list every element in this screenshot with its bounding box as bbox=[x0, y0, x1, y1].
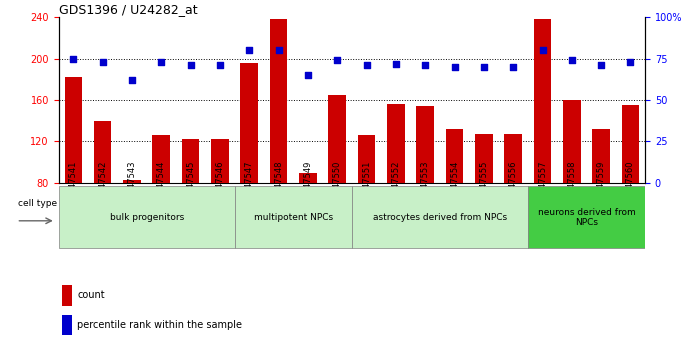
Point bbox=[508, 64, 519, 70]
Point bbox=[302, 72, 313, 78]
Bar bbox=[534, 19, 551, 266]
Text: GSM47557: GSM47557 bbox=[538, 160, 547, 206]
Text: count: count bbox=[77, 290, 105, 300]
Bar bbox=[417, 106, 434, 266]
Bar bbox=[358, 135, 375, 266]
Point bbox=[97, 59, 108, 65]
Bar bbox=[61, 315, 72, 335]
Bar bbox=[211, 139, 229, 266]
Text: GSM47554: GSM47554 bbox=[450, 160, 459, 206]
Text: multipotent NPCs: multipotent NPCs bbox=[254, 213, 333, 222]
Text: GSM47550: GSM47550 bbox=[333, 160, 342, 206]
Bar bbox=[387, 104, 404, 266]
Bar bbox=[593, 129, 610, 266]
Text: GSM47548: GSM47548 bbox=[274, 160, 283, 206]
Point bbox=[625, 59, 636, 65]
Point bbox=[156, 59, 167, 65]
Bar bbox=[270, 19, 288, 266]
Text: percentile rank within the sample: percentile rank within the sample bbox=[77, 319, 242, 329]
Bar bbox=[94, 121, 112, 266]
Bar bbox=[563, 100, 581, 266]
Text: GSM47541: GSM47541 bbox=[69, 160, 78, 206]
Text: GSM47546: GSM47546 bbox=[215, 160, 224, 206]
Text: GSM47558: GSM47558 bbox=[567, 160, 576, 206]
Text: GSM47547: GSM47547 bbox=[245, 160, 254, 206]
Text: GSM47549: GSM47549 bbox=[304, 160, 313, 206]
Text: bulk progenitors: bulk progenitors bbox=[110, 213, 184, 222]
Point bbox=[332, 58, 343, 63]
Text: GSM47544: GSM47544 bbox=[157, 160, 166, 206]
Point bbox=[126, 77, 137, 83]
Point bbox=[478, 64, 489, 70]
Bar bbox=[299, 172, 317, 266]
Text: cell type: cell type bbox=[18, 199, 57, 208]
Bar bbox=[182, 139, 199, 266]
Bar bbox=[328, 95, 346, 266]
Text: GSM47552: GSM47552 bbox=[391, 160, 400, 206]
Text: GSM47551: GSM47551 bbox=[362, 160, 371, 206]
Text: GSM47556: GSM47556 bbox=[509, 160, 518, 206]
Bar bbox=[152, 135, 170, 266]
Point bbox=[244, 48, 255, 53]
Point bbox=[215, 62, 226, 68]
Bar bbox=[622, 105, 640, 266]
Text: neurons derived from
NPCs: neurons derived from NPCs bbox=[538, 208, 635, 227]
FancyBboxPatch shape bbox=[528, 186, 645, 248]
Bar bbox=[446, 129, 464, 266]
Bar bbox=[475, 134, 493, 266]
Point bbox=[185, 62, 196, 68]
Bar bbox=[65, 77, 82, 266]
Point bbox=[391, 61, 402, 66]
Bar bbox=[61, 285, 72, 306]
Point bbox=[68, 56, 79, 61]
Point bbox=[449, 64, 460, 70]
Point bbox=[420, 62, 431, 68]
Point bbox=[537, 48, 548, 53]
Text: GSM47553: GSM47553 bbox=[421, 160, 430, 206]
Text: GSM47543: GSM47543 bbox=[128, 160, 137, 206]
Bar bbox=[241, 63, 258, 266]
Text: GSM47542: GSM47542 bbox=[98, 160, 107, 206]
Point bbox=[566, 58, 578, 63]
Point bbox=[361, 62, 372, 68]
Point bbox=[273, 48, 284, 53]
Bar bbox=[124, 180, 141, 266]
FancyBboxPatch shape bbox=[59, 186, 235, 248]
Text: GSM47545: GSM47545 bbox=[186, 160, 195, 206]
Text: GSM47555: GSM47555 bbox=[480, 160, 489, 206]
FancyBboxPatch shape bbox=[235, 186, 352, 248]
Text: GSM47560: GSM47560 bbox=[626, 160, 635, 206]
Text: GDS1396 / U24282_at: GDS1396 / U24282_at bbox=[59, 3, 197, 16]
Bar bbox=[504, 134, 522, 266]
FancyBboxPatch shape bbox=[352, 186, 528, 248]
Text: GSM47559: GSM47559 bbox=[597, 160, 606, 206]
Point bbox=[595, 62, 607, 68]
Text: astrocytes derived from NPCs: astrocytes derived from NPCs bbox=[373, 213, 507, 222]
